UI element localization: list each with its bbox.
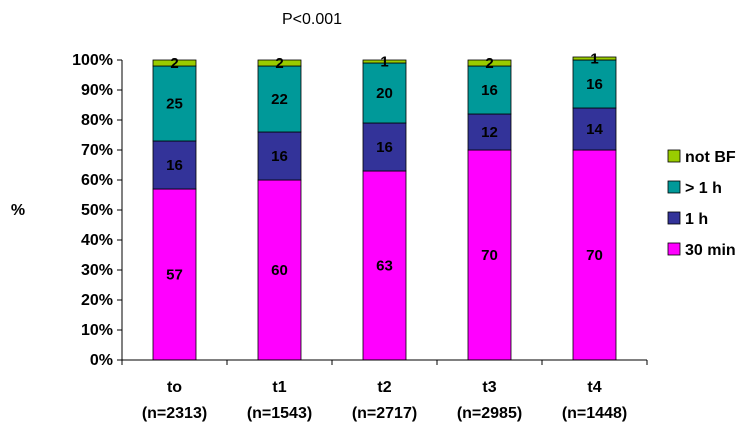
x-category-note: (n=1543)	[247, 405, 312, 422]
x-category-label: t4	[587, 379, 601, 396]
bar-segment	[467, 65, 512, 115]
bar-value-label: 25	[166, 96, 183, 113]
y-tick-label: 60%	[81, 172, 113, 189]
bar-segment	[362, 59, 407, 64]
legend-swatch	[667, 180, 681, 194]
legend-entry: 30 min	[685, 242, 736, 259]
bar-value-label: 63	[376, 258, 393, 275]
bar-segment	[467, 59, 512, 67]
legend-swatch	[667, 242, 681, 256]
bar-value-label: 16	[376, 139, 393, 156]
bar-segment	[152, 140, 197, 190]
y-tick-label: 40%	[81, 232, 113, 249]
x-category-note: (n=2313)	[142, 405, 207, 422]
y-axis-label: %	[11, 202, 25, 219]
bar-value-label: 14	[586, 121, 603, 138]
legend: not BF > 1 h 1 h 30 min	[667, 149, 736, 259]
bar-segment	[362, 62, 407, 124]
bar-value-label: 1	[590, 51, 598, 68]
y-tick-label: 100%	[72, 52, 113, 69]
bar-segment	[152, 188, 197, 361]
bar-value-label: 2	[170, 55, 178, 72]
x-category-label: t2	[377, 379, 391, 396]
bar-value-label: 2	[275, 55, 283, 72]
bar-value-label: 16	[586, 76, 603, 93]
bar-value-label: 16	[166, 157, 183, 174]
bar-segment	[362, 170, 407, 361]
x-category-note: (n=2717)	[352, 405, 417, 422]
bar-value-label: 57	[166, 267, 183, 284]
y-tick-label: 80%	[81, 112, 113, 129]
bar-value-label: 1	[380, 54, 388, 71]
y-tick-label: 50%	[81, 202, 113, 219]
axes	[121, 60, 648, 365]
bar-value-label: 70	[481, 247, 498, 264]
bar-segment	[257, 65, 302, 133]
bar-value-label: 12	[481, 124, 498, 141]
bar-segment	[572, 149, 617, 361]
bar-segment	[362, 122, 407, 172]
x-category-note: (n=2985)	[457, 405, 522, 422]
bar-segment	[152, 59, 197, 67]
bar-segment	[257, 131, 302, 181]
bar-value-label: 60	[271, 262, 288, 279]
bar-value-label: 2	[485, 55, 493, 72]
bar-segment	[467, 149, 512, 361]
y-tick-label: 70%	[81, 142, 113, 159]
bar-value-label: 16	[271, 148, 288, 165]
bar-segment	[572, 107, 617, 151]
bar-segment	[152, 65, 197, 142]
x-category-note: (n=1448)	[562, 405, 627, 422]
bar-value-label: 20	[376, 85, 393, 102]
legend-swatch	[667, 149, 681, 163]
bar-segment	[257, 59, 302, 67]
bar-segment	[257, 179, 302, 361]
legend-entry: not BF	[685, 149, 736, 166]
y-tick-label: 30%	[81, 262, 113, 279]
x-category-label: to	[167, 379, 182, 396]
legend-entry: > 1 h	[685, 180, 722, 197]
y-tick-label: 90%	[81, 82, 113, 99]
bar-value-label: 16	[481, 82, 498, 99]
y-tick-label: 0%	[90, 352, 113, 369]
bar-segment	[572, 56, 617, 61]
bar-value-label: 70	[586, 247, 603, 264]
x-category-label: t1	[272, 379, 286, 396]
bar-segment	[572, 59, 617, 109]
chart-title: P<0.001	[282, 11, 342, 28]
x-axis-labels: to (n=2313) t1 (n=1543) t2 (n=2717) t3 (n=2985)…	[142, 379, 627, 422]
x-category-label: t3	[482, 379, 496, 396]
legend-swatch	[667, 211, 681, 225]
legend-entry: 1 h	[685, 211, 708, 228]
y-tick-label: 20%	[81, 292, 113, 309]
y-tick-label: 10%	[81, 322, 113, 339]
y-axis-ticks: 0% 10% 20% 30% 40% 50% 60% 70% 80% 90% 100%	[72, 52, 122, 369]
bar-value-label: 22	[271, 91, 288, 108]
